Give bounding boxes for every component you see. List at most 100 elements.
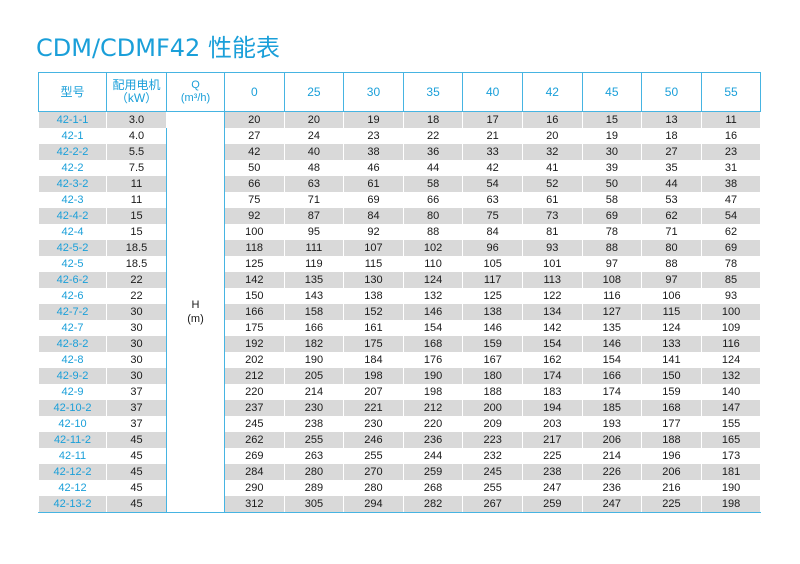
head-value-cell: 159 bbox=[641, 384, 702, 400]
head-value-cell: 110 bbox=[402, 256, 464, 272]
head-value-cell: 16 bbox=[700, 128, 762, 144]
head-value-cell: 182 bbox=[283, 336, 345, 352]
head-value-cell: 132 bbox=[700, 368, 762, 384]
model-cell: 42-3 bbox=[38, 192, 107, 208]
head-value-cell: 23 bbox=[700, 144, 762, 160]
head-value-cell: 294 bbox=[343, 496, 404, 513]
head-value-cell: 132 bbox=[402, 288, 464, 304]
head-value-cell: 183 bbox=[521, 384, 583, 400]
head-value-cell: 190 bbox=[283, 352, 345, 368]
head-value-cell: 259 bbox=[402, 464, 464, 480]
head-value-cell: 174 bbox=[521, 368, 583, 384]
head-value-cell: 194 bbox=[521, 400, 583, 416]
head-value-cell: 181 bbox=[700, 464, 762, 480]
power-cell: 11 bbox=[106, 192, 167, 208]
head-value-cell: 247 bbox=[581, 496, 643, 513]
table-row: 42-10-2 37 237 230 221 212 200 194 185 168 147 bbox=[38, 400, 762, 416]
head-value-cell: 154 bbox=[581, 352, 643, 368]
power-cell: 30 bbox=[106, 320, 167, 336]
head-value-cell: 236 bbox=[402, 432, 464, 448]
head-value-cell: 69 bbox=[581, 208, 643, 224]
header-power-line1: 配用电机 bbox=[112, 78, 161, 92]
head-value-cell: 84 bbox=[343, 208, 404, 224]
head-value-cell: 290 bbox=[224, 480, 285, 496]
head-value-cell: 122 bbox=[521, 288, 583, 304]
power-cell: 45 bbox=[106, 480, 167, 496]
header-power-line2: （kW） bbox=[115, 91, 158, 105]
head-value-cell: 19 bbox=[343, 111, 404, 128]
head-value-cell: 244 bbox=[402, 448, 464, 464]
head-value-cell: 42 bbox=[462, 160, 523, 176]
table-row: 42-4-2 15 92 87 84 80 75 73 69 62 54 bbox=[38, 208, 762, 224]
power-cell: 3.0 bbox=[106, 111, 167, 128]
head-value-cell: 88 bbox=[581, 240, 643, 256]
head-value-cell: 270 bbox=[343, 464, 404, 480]
head-value-cell: 212 bbox=[402, 400, 464, 416]
head-value-cell: 81 bbox=[521, 224, 583, 240]
model-cell: 42-12 bbox=[38, 480, 107, 496]
head-value-cell: 238 bbox=[521, 464, 583, 480]
header-flow: 55 bbox=[700, 72, 762, 112]
table-row: 42-3-2 11 66 63 61 58 54 52 50 44 38 bbox=[38, 176, 762, 192]
head-value-cell: 88 bbox=[402, 224, 464, 240]
header-q-line2: (m³/h) bbox=[180, 92, 211, 104]
model-cell: 42-7 bbox=[38, 320, 107, 336]
model-cell: 42-12-2 bbox=[38, 464, 107, 480]
head-value-cell: 138 bbox=[343, 288, 404, 304]
performance-table: 型号 配用电机 （kW） Q (m³/h) 0 25 30 35 40 42 4… bbox=[38, 72, 762, 513]
head-value-cell: 27 bbox=[641, 144, 702, 160]
head-value-cell: 87 bbox=[283, 208, 345, 224]
head-value-cell: 223 bbox=[462, 432, 523, 448]
head-value-cell: 168 bbox=[402, 336, 464, 352]
head-value-cell: 88 bbox=[641, 256, 702, 272]
head-value-cell: 142 bbox=[521, 320, 583, 336]
model-cell: 42-8 bbox=[38, 352, 107, 368]
head-value-cell: 138 bbox=[462, 304, 523, 320]
head-value-cell: 21 bbox=[462, 128, 523, 144]
power-cell: 45 bbox=[106, 432, 167, 448]
model-cell: 42-1-1 bbox=[38, 111, 107, 128]
power-cell: 30 bbox=[106, 368, 167, 384]
table-row: 42-12-2 45 284 280 270 259 245 238 226 206 181 bbox=[38, 464, 762, 480]
head-value-cell: 11 bbox=[700, 111, 762, 128]
power-cell: 22 bbox=[106, 288, 167, 304]
head-value-cell: 53 bbox=[641, 192, 702, 208]
head-value-cell: 92 bbox=[343, 224, 404, 240]
table-row: 42-8 30 202 190 184 176 167 162 154 141 124 bbox=[38, 352, 762, 368]
head-value-cell: 176 bbox=[402, 352, 464, 368]
head-value-cell: 190 bbox=[402, 368, 464, 384]
head-value-cell: 146 bbox=[581, 336, 643, 352]
head-value-cell: 165 bbox=[700, 432, 762, 448]
head-label-cell: H (m) bbox=[166, 111, 225, 513]
head-value-cell: 174 bbox=[581, 384, 643, 400]
model-cell: 42-7-2 bbox=[38, 304, 107, 320]
head-value-cell: 184 bbox=[343, 352, 404, 368]
head-value-cell: 158 bbox=[283, 304, 345, 320]
head-value-cell: 78 bbox=[700, 256, 762, 272]
head-value-cell: 117 bbox=[462, 272, 523, 288]
head-value-cell: 245 bbox=[462, 464, 523, 480]
head-value-cell: 93 bbox=[521, 240, 583, 256]
head-value-cell: 255 bbox=[343, 448, 404, 464]
head-value-cell: 52 bbox=[521, 176, 583, 192]
head-value-cell: 168 bbox=[641, 400, 702, 416]
head-value-cell: 115 bbox=[343, 256, 404, 272]
head-value-cell: 217 bbox=[521, 432, 583, 448]
head-value-cell: 230 bbox=[343, 416, 404, 432]
head-value-cell: 48 bbox=[283, 160, 345, 176]
head-value-cell: 269 bbox=[224, 448, 285, 464]
head-value-cell: 193 bbox=[581, 416, 643, 432]
head-value-cell: 206 bbox=[581, 432, 643, 448]
table-row: 42-2 7.5 50 48 46 44 42 41 39 35 31 bbox=[38, 160, 762, 176]
head-label-line1: H bbox=[191, 299, 200, 311]
head-value-cell: 212 bbox=[224, 368, 285, 384]
head-value-cell: 175 bbox=[343, 336, 404, 352]
table-body: 42-1-1 3.0 H (m) 20 20 19 18 17 16 15 13 11 42-1 4.0 27… bbox=[38, 111, 762, 513]
power-cell: 37 bbox=[106, 384, 167, 400]
head-value-cell: 32 bbox=[521, 144, 583, 160]
table-row: 42-2-2 5.5 42 40 38 36 33 32 30 27 23 bbox=[38, 144, 762, 160]
model-cell: 42-6-2 bbox=[38, 272, 107, 288]
page-title: CDM/CDMF42 性能表 bbox=[36, 34, 280, 62]
head-value-cell: 105 bbox=[462, 256, 523, 272]
head-value-cell: 100 bbox=[700, 304, 762, 320]
